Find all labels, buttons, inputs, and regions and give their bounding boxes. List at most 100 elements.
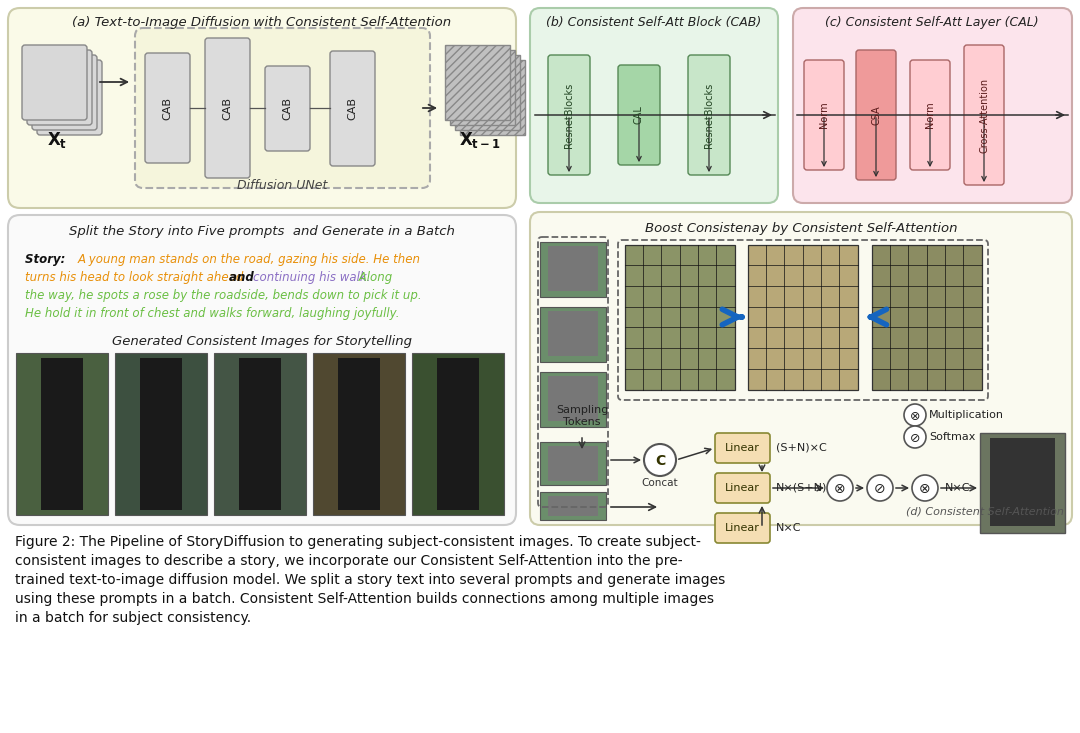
Text: CAB: CAB (282, 97, 292, 119)
Text: Multiplication: Multiplication (929, 410, 1004, 420)
Text: CAB: CAB (347, 97, 357, 119)
Bar (625, 245, 735, 390)
Text: ⊘: ⊘ (874, 482, 886, 496)
Bar (41, 358, 83, 510)
Text: using these prompts in a batch. Consistent Self-Attention builds connections amo: using these prompts in a batch. Consiste… (15, 592, 714, 606)
Text: Boost Consistenay by Consistent Self-Attention: Boost Consistenay by Consistent Self-Att… (645, 222, 957, 235)
Text: the way, he spots a rose by the roadside, bends down to pick it up.: the way, he spots a rose by the roadside… (25, 289, 421, 302)
FancyBboxPatch shape (135, 28, 430, 188)
FancyBboxPatch shape (205, 38, 249, 178)
Text: turns his head to look straight ahead: turns his head to look straight ahead (25, 271, 243, 284)
Text: $\mathbf{X_t}$: $\mathbf{X_t}$ (46, 130, 67, 150)
Text: A young man stands on the road, gazing his side. He then: A young man stands on the road, gazing h… (78, 253, 421, 266)
Bar (460, 60, 525, 135)
Bar (872, 245, 982, 390)
Text: Linear: Linear (725, 443, 759, 453)
Text: N×C: N×C (777, 523, 801, 533)
Bar (239, 358, 281, 510)
FancyBboxPatch shape (265, 66, 310, 151)
FancyBboxPatch shape (804, 60, 843, 170)
Text: Softmax: Softmax (929, 432, 975, 442)
FancyBboxPatch shape (37, 60, 102, 135)
FancyBboxPatch shape (793, 8, 1072, 203)
Text: in a batch for subject consistency.: in a batch for subject consistency. (15, 611, 252, 625)
Text: CSA: CSA (870, 106, 881, 125)
Bar (214, 353, 306, 515)
FancyBboxPatch shape (715, 513, 770, 543)
FancyBboxPatch shape (618, 65, 660, 165)
FancyBboxPatch shape (8, 8, 516, 208)
Text: (d) Consistent Self-Attention: (d) Consistent Self-Attention (906, 507, 1064, 517)
Bar (16, 353, 108, 515)
Text: Norm: Norm (924, 102, 935, 128)
Text: (b) Consistent Self-Att Block (CAB): (b) Consistent Self-Att Block (CAB) (546, 16, 761, 29)
FancyBboxPatch shape (715, 473, 770, 503)
Text: N×(S+N): N×(S+N) (777, 483, 827, 493)
Bar (548, 446, 598, 481)
Text: and: and (225, 271, 258, 284)
Text: CAL: CAL (634, 106, 644, 125)
Circle shape (867, 475, 893, 501)
Text: continuing his walk.: continuing his walk. (253, 271, 370, 284)
FancyBboxPatch shape (910, 60, 950, 170)
Text: ⊘: ⊘ (909, 432, 920, 444)
Text: Figure 2: The Pipeline of StoryDiffusion to generating subject-consistent images: Figure 2: The Pipeline of StoryDiffusion… (15, 535, 701, 549)
FancyBboxPatch shape (145, 53, 190, 163)
FancyBboxPatch shape (856, 50, 896, 180)
Text: CAB: CAB (162, 97, 172, 119)
Circle shape (912, 475, 939, 501)
Bar (338, 358, 380, 510)
Text: Split the Story into Five prompts  and Generate in a Batch: Split the Story into Five prompts and Ge… (69, 225, 455, 238)
FancyBboxPatch shape (22, 45, 87, 120)
FancyBboxPatch shape (8, 215, 516, 525)
Bar (445, 45, 510, 120)
FancyBboxPatch shape (715, 433, 770, 463)
FancyBboxPatch shape (530, 212, 1072, 525)
Bar (140, 358, 183, 510)
FancyBboxPatch shape (688, 55, 730, 175)
Bar (450, 50, 515, 125)
Text: Story:: Story: (25, 253, 69, 266)
Text: Concat: Concat (642, 478, 678, 488)
Text: ResnetBlocks: ResnetBlocks (704, 82, 714, 147)
FancyBboxPatch shape (530, 8, 778, 203)
Text: ⊗: ⊗ (919, 482, 931, 496)
Text: Linear: Linear (725, 483, 759, 493)
Bar (540, 307, 606, 362)
Text: CAB: CAB (222, 97, 232, 119)
Bar (540, 442, 606, 485)
Text: Along: Along (355, 271, 392, 284)
Text: Norm: Norm (819, 102, 829, 128)
Bar (548, 246, 598, 291)
Bar (540, 242, 606, 297)
Bar (980, 433, 1065, 533)
Bar (540, 372, 606, 427)
Text: (S+N)×C: (S+N)×C (777, 443, 827, 453)
Text: ⊗: ⊗ (834, 482, 846, 496)
FancyBboxPatch shape (32, 55, 97, 130)
Circle shape (644, 444, 676, 476)
Bar (411, 353, 504, 515)
Text: Generated Consistent Images for Storytelling: Generated Consistent Images for Storytel… (112, 335, 411, 348)
Text: Sampling
Tokens: Sampling Tokens (556, 405, 608, 427)
Bar (548, 496, 598, 516)
Bar (748, 245, 858, 390)
Text: Diffusion UNet: Diffusion UNet (237, 179, 327, 192)
Bar (114, 353, 207, 515)
Text: (c) Consistent Self-Att Layer (CAL): (c) Consistent Self-Att Layer (CAL) (825, 16, 1039, 29)
Circle shape (904, 404, 926, 426)
Circle shape (827, 475, 853, 501)
Text: (a) Text-to-Image Diffusion with Consistent Self-Attention: (a) Text-to-Image Diffusion with Consist… (72, 16, 451, 29)
FancyBboxPatch shape (27, 50, 92, 125)
Bar (437, 358, 480, 510)
Bar (540, 492, 606, 520)
FancyBboxPatch shape (548, 55, 590, 175)
Text: consistent images to describe a story, we incorporate our Consistent Self-Attent: consistent images to describe a story, w… (15, 554, 683, 568)
Text: Linear: Linear (725, 523, 759, 533)
Text: trained text-to-image diffusion model. We split a story text into several prompt: trained text-to-image diffusion model. W… (15, 573, 726, 587)
Text: Cross-Attention: Cross-Attention (978, 78, 989, 152)
Bar (548, 376, 598, 421)
Text: C: C (654, 454, 665, 468)
Bar (548, 311, 598, 356)
FancyBboxPatch shape (964, 45, 1004, 185)
